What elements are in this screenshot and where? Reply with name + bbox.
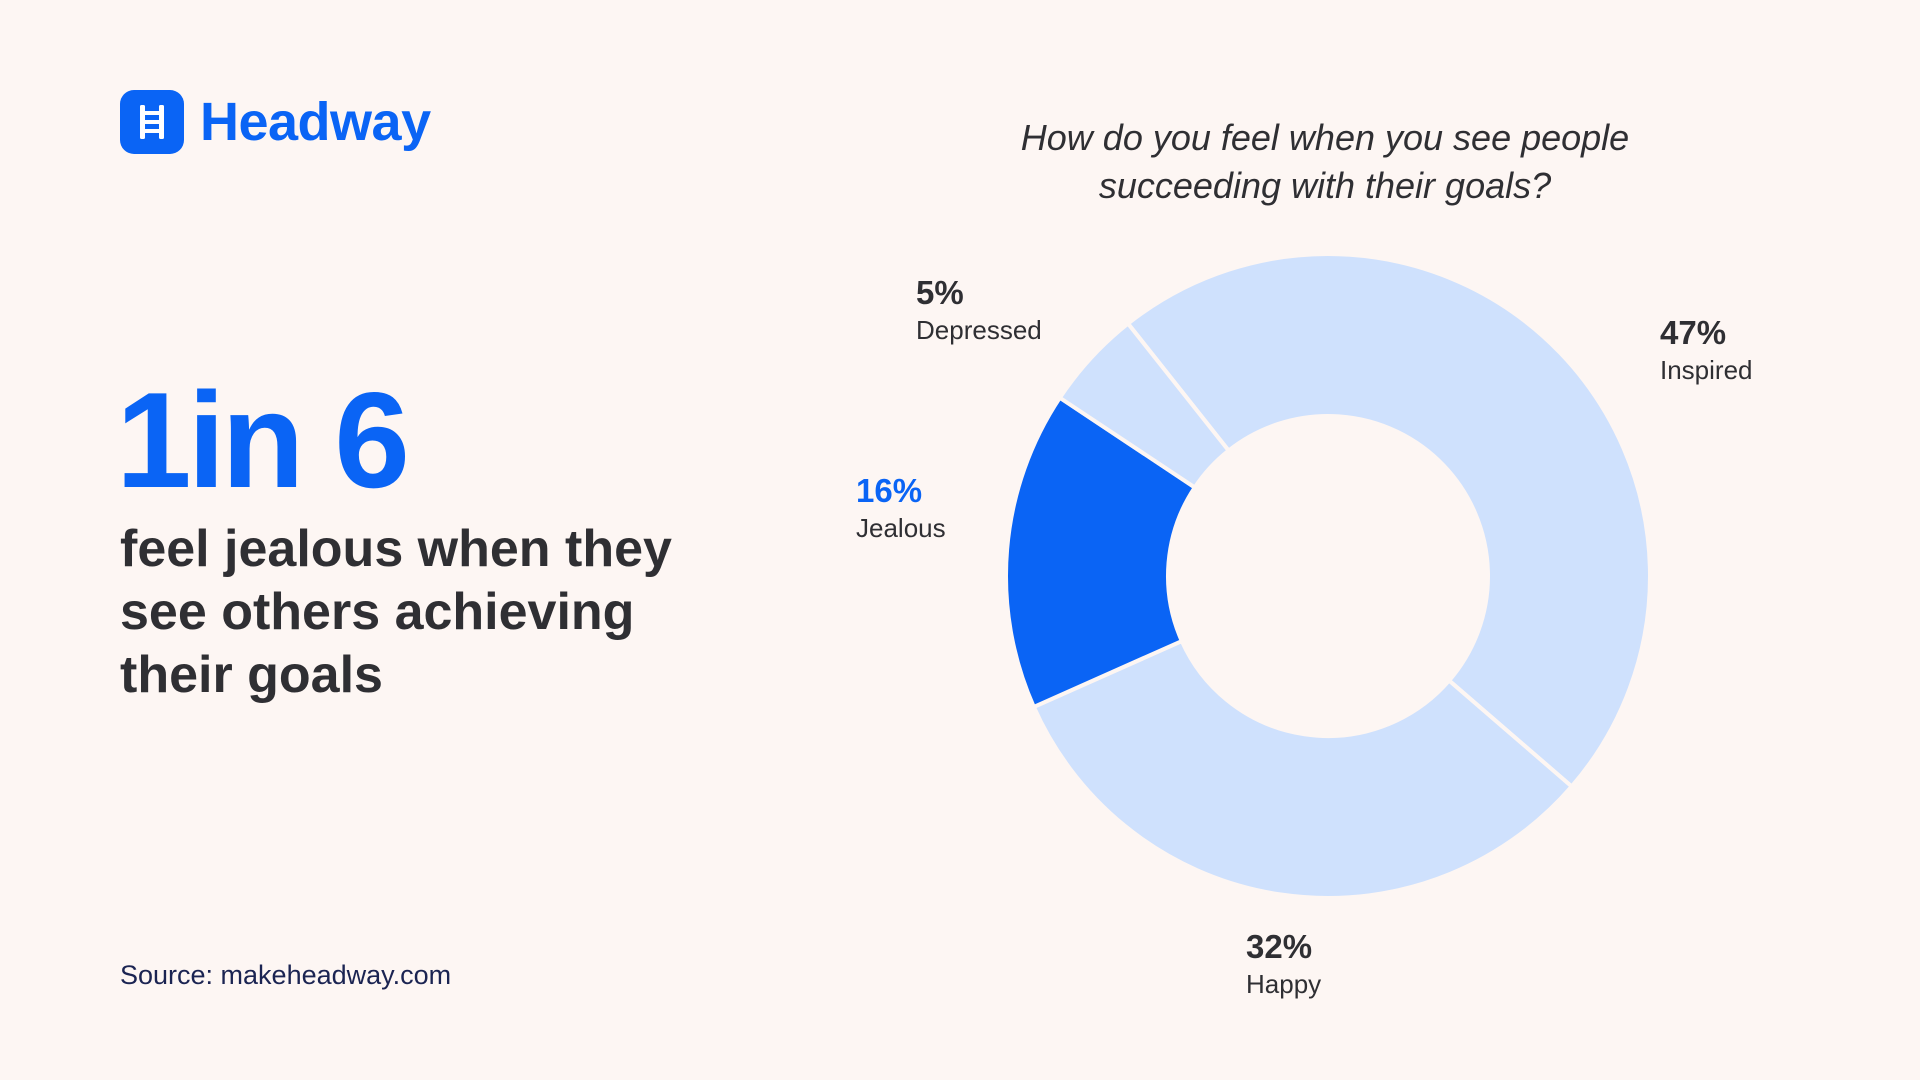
chart-title: How do you feel when you see people succ… [1020, 117, 1630, 206]
slice-jealous [1004, 395, 1197, 709]
slice-label: Depressed [916, 315, 1042, 345]
slice-depressed [1057, 321, 1231, 490]
source-note: Source: makeheadway.com [120, 960, 452, 990]
data-label-inspired: 47% Inspired [1660, 314, 1753, 388]
ladder-icon [120, 90, 184, 154]
slice-label: Happy [1246, 969, 1322, 999]
slice-inspired [1126, 252, 1652, 789]
slice-percent: 5% [916, 274, 964, 311]
slice-percent: 32% [1246, 928, 1313, 965]
headline-stat: 1in 6 [116, 364, 410, 516]
slice-percent: 47% [1660, 314, 1727, 351]
data-label-jealous: 16% Jealous [856, 472, 946, 546]
data-label-happy: 32% Happy [1246, 928, 1321, 1002]
slice-label: Jealous [856, 513, 946, 543]
slice-label: Inspired [1660, 355, 1753, 385]
brand-name: Headway [200, 92, 431, 152]
data-label-depressed: 5% Depressed [916, 274, 1042, 348]
slice-happy [1031, 639, 1574, 900]
headline-text: feel jealous when they see others achiev… [120, 520, 672, 704]
brand: Headway [120, 90, 431, 154]
slice-percent: 16% [856, 472, 923, 509]
